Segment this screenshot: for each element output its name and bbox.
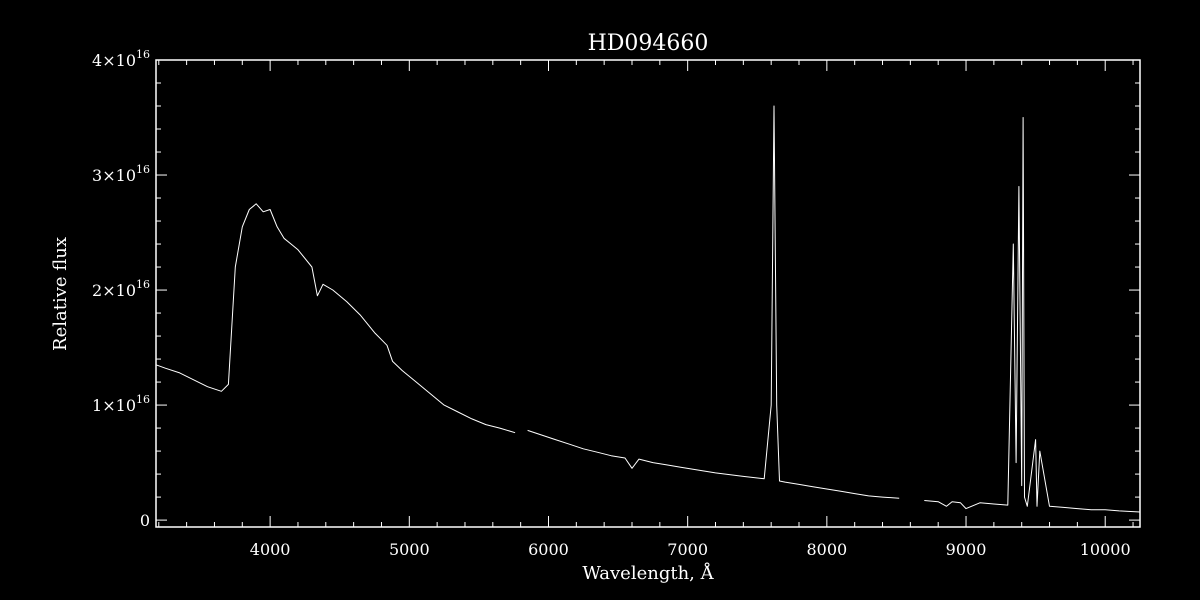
x-tick-label: 7000 xyxy=(667,540,708,559)
x-axis-label: Wavelength, Å xyxy=(582,562,714,584)
y-tick-mantissa: 4×10 xyxy=(92,51,136,70)
y-tick-label: 4×1016 xyxy=(92,48,150,70)
x-tick-label: 4000 xyxy=(250,540,291,559)
y-tick-label: 0 xyxy=(140,511,150,530)
spectrum-line xyxy=(924,117,1141,513)
chart-title: HD094660 xyxy=(588,31,709,56)
x-tick-label: 5000 xyxy=(389,540,430,559)
plot-area xyxy=(155,105,1141,513)
x-tick-label: 10000 xyxy=(1080,540,1131,559)
y-tick-label: 3×1016 xyxy=(92,163,150,185)
spectrum-line xyxy=(155,203,516,434)
spectrum-line xyxy=(527,105,900,499)
x-tick-label: 6000 xyxy=(528,540,569,559)
x-tick-label: 9000 xyxy=(946,540,987,559)
y-tick-mantissa: 2×10 xyxy=(92,281,136,300)
y-tick-exponent: 16 xyxy=(136,278,150,291)
y-tick-mantissa: 0 xyxy=(140,511,150,530)
y-tick-label: 1×1016 xyxy=(92,393,150,415)
y-tick-mantissa: 3×10 xyxy=(92,166,136,185)
y-tick-exponent: 16 xyxy=(136,48,150,61)
y-axis-label: Relative flux xyxy=(50,237,71,351)
y-tick-mantissa: 1×10 xyxy=(92,396,136,415)
y-tick-label: 2×1016 xyxy=(92,278,150,300)
axis-tick-labels: 4000 5000 6000 7000 8000 9000 1000001×10162×10… xyxy=(92,48,1131,559)
y-tick-exponent: 16 xyxy=(136,163,150,176)
axis-ticks xyxy=(156,59,1140,527)
x-tick-label: 8000 xyxy=(806,540,847,559)
y-tick-exponent: 16 xyxy=(136,393,150,406)
plot-frame xyxy=(155,59,1141,528)
